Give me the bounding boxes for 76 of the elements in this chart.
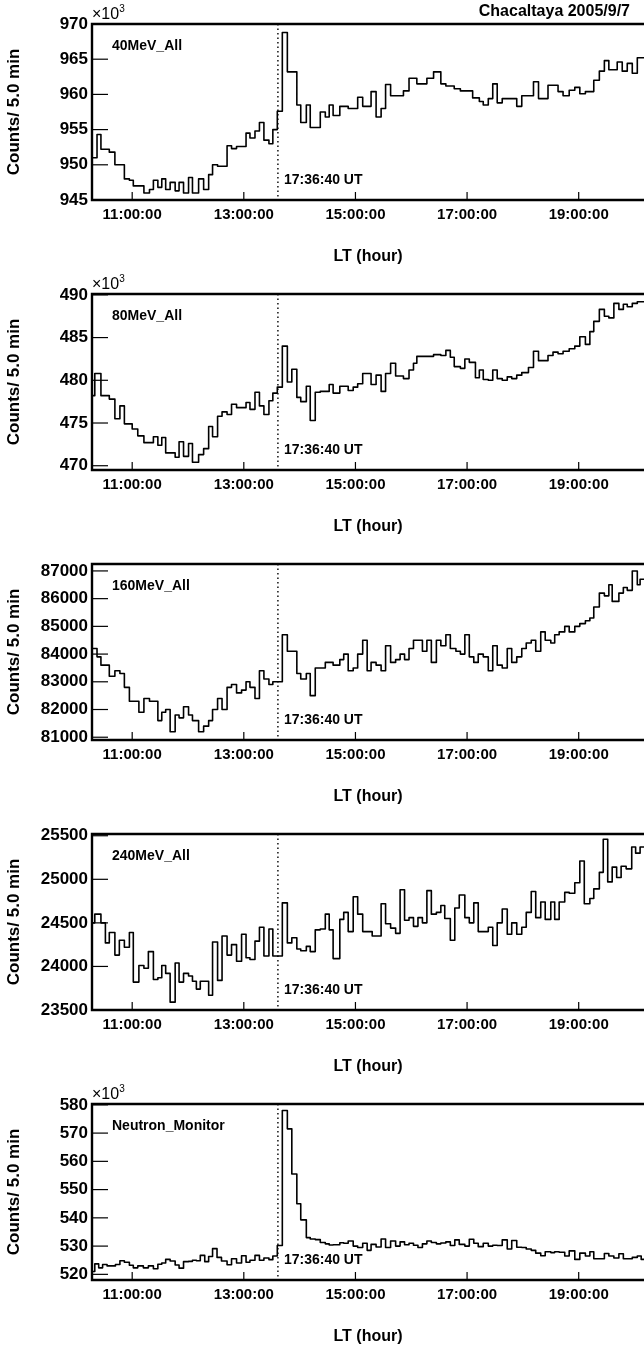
y-tick-label: 25000 (40, 868, 88, 888)
text: 160MeV_All (112, 576, 190, 593)
y-tick-label: 470 (59, 455, 88, 475)
x-tick-label: 11:00:00 (102, 1285, 162, 1303)
y-tick-label: 84000 (40, 643, 88, 663)
y-tick-label: 950 (59, 154, 88, 174)
x-tick-label: 11:00:00 (102, 205, 162, 223)
y-tick-label: 23500 (40, 999, 88, 1019)
y-tick-label: 530 (59, 1235, 88, 1255)
text: 40MeV_All (112, 36, 183, 53)
y-tick-label: 580 (59, 1094, 88, 1114)
x-tick-label: 15:00:00 (325, 745, 386, 763)
annotation: 17:36:40 UT (283, 440, 363, 457)
x-axis-title: LT (hour) (333, 1056, 403, 1074)
x-tick-label: 15:00:00 (325, 205, 386, 223)
x-tick-label: 19:00:00 (548, 745, 609, 763)
y-axis-title: Counts/ 5.0 min (3, 318, 23, 446)
y-tick-label: 490 (59, 284, 88, 304)
x-tick-label: 13:00:00 (213, 205, 274, 223)
x-tick-label: 13:00:00 (213, 1285, 274, 1303)
x-tick-label: 13:00:00 (213, 745, 274, 763)
y-tick-label: 25500 (40, 825, 88, 845)
y-tick-label: 970 (59, 13, 88, 33)
y-tick-label: 82000 (40, 699, 88, 719)
annotation: 17:36:40 UT (283, 980, 363, 997)
y-tick-label: 550 (59, 1179, 88, 1199)
annotation: 17:36:40 UT (283, 170, 363, 187)
y-axis-title: Counts/ 5.0 min (3, 48, 23, 176)
x-tick-label: 19:00:00 (548, 205, 609, 223)
text: 80MeV_All (112, 306, 183, 323)
y-tick-label: 520 (59, 1264, 88, 1284)
y-tick-label: 81000 (40, 726, 88, 746)
y-tick-label: 955 (59, 119, 88, 139)
x-tick-label: 19:00:00 (548, 1285, 609, 1303)
x-tick-label: 17:00:00 (437, 1015, 498, 1033)
x-tick-label: 15:00:00 (325, 475, 386, 493)
x-axis-title: LT (hour) (333, 786, 403, 804)
x-tick-label: 13:00:00 (213, 475, 274, 493)
y-tick-label: 540 (59, 1207, 88, 1227)
y-tick-label: 87000 (40, 560, 88, 580)
y-tick-label: 86000 (40, 588, 88, 608)
x-tick-label: 11:00:00 (102, 1015, 162, 1033)
x-tick-label: 17:00:00 (437, 1285, 498, 1303)
y-tick-label: 570 (59, 1122, 88, 1142)
annotation: 17:36:40 UT (283, 710, 363, 727)
y-tick-label: 965 (59, 48, 88, 68)
x-tick-label: 15:00:00 (325, 1285, 386, 1303)
x-tick-label: 17:00:00 (437, 745, 498, 763)
y-tick-label: 85000 (40, 616, 88, 636)
x-tick-label: 19:00:00 (548, 475, 609, 493)
x-axis-title: LT (hour) (333, 516, 403, 534)
x-tick-label: 11:00:00 (102, 475, 162, 493)
text: 240MeV_All (112, 846, 190, 863)
y-tick-label: 24000 (40, 956, 88, 976)
x-axis-title: LT (hour) (333, 246, 403, 264)
text: Neutron_Monitor (112, 1116, 226, 1133)
y-tick-label: 480 (59, 369, 88, 389)
y-tick-label: 83000 (40, 671, 88, 691)
annotation: 17:36:40 UT (283, 1250, 363, 1267)
y-tick-label: 560 (59, 1151, 88, 1171)
x-tick-label: 19:00:00 (548, 1015, 609, 1033)
y-axis-title: Counts/ 5.0 min (3, 588, 23, 716)
y-tick-label: 960 (59, 84, 88, 104)
x-tick-label: 17:00:00 (437, 475, 498, 493)
x-tick-label: 13:00:00 (213, 1015, 274, 1033)
y-axis-title: Counts/ 5.0 min (3, 858, 23, 986)
chart-title: Chacaltaya 2005/9/7 (478, 2, 631, 20)
y-tick-label: 24500 (40, 912, 88, 932)
x-tick-label: 11:00:00 (102, 745, 162, 763)
x-axis-title: LT (hour) (333, 1326, 403, 1344)
y-tick-label: 475 (59, 412, 88, 432)
y-tick-label: 485 (59, 327, 88, 347)
y-axis-title: Counts/ 5.0 min (3, 1128, 23, 1256)
x-tick-label: 15:00:00 (325, 1015, 386, 1033)
x-tick-label: 17:00:00 (437, 205, 498, 223)
y-tick-label: 945 (59, 189, 88, 209)
